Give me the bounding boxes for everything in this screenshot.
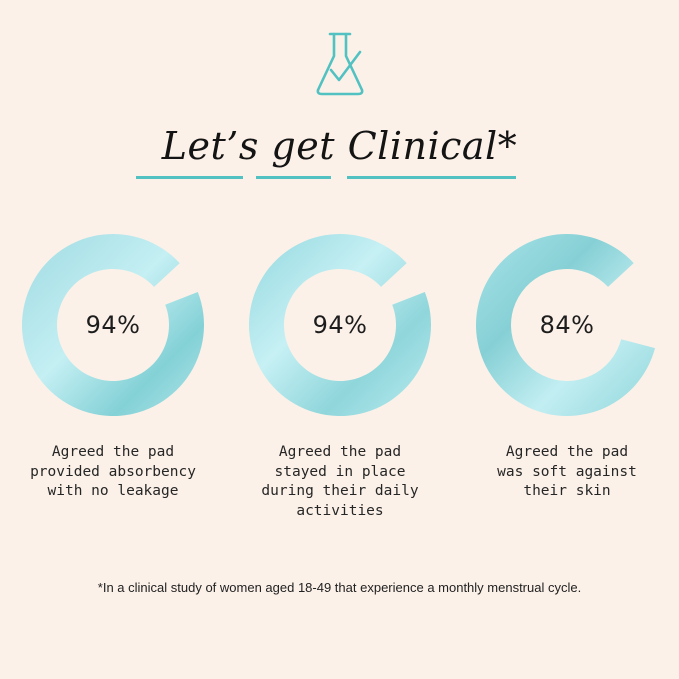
stat-percent: 84%	[539, 311, 595, 339]
stat-caption-3: Agreed the pad was soft against their sk…	[467, 443, 667, 502]
progress-arc	[248, 234, 431, 416]
caption-line: Agreed the pad	[505, 444, 629, 460]
headline: Let’s get Clinical*	[161, 124, 518, 168]
caption-line: their skin	[523, 483, 611, 499]
headline-underline	[347, 176, 516, 179]
headline-underline	[256, 176, 331, 179]
caption-line: stayed in place	[274, 463, 406, 480]
caption-line: during their daily	[261, 483, 419, 499]
stat-ring-1: 94%	[20, 232, 206, 418]
progress-ring	[248, 234, 431, 416]
stat-percent: 94%	[312, 311, 368, 339]
flask-check-icon	[316, 32, 364, 96]
progress-ring	[476, 234, 656, 416]
footnote: *In a clinical study of women aged 18-49…	[97, 580, 582, 595]
caption-line: Agreed the pad	[51, 444, 175, 460]
caption-line: provided absorbency	[30, 463, 196, 480]
stat-caption-1: Agreed the pad provided absorbency with …	[13, 443, 213, 502]
progress-arc	[476, 234, 656, 416]
headline-underline	[136, 176, 243, 179]
stat-caption-2: Agreed the pad stayed in place during th…	[240, 443, 440, 521]
progress-arc	[21, 234, 205, 416]
caption-line: Agreed the pad	[278, 444, 402, 460]
caption-line: was soft against	[497, 463, 637, 480]
stat-percent: 94%	[85, 311, 141, 339]
caption-line: activities	[296, 502, 384, 519]
stat-ring-2: 94%	[247, 232, 433, 418]
progress-ring	[21, 234, 205, 416]
stat-ring-3: 84%	[474, 232, 660, 418]
caption-line: with no leakage	[47, 483, 179, 499]
